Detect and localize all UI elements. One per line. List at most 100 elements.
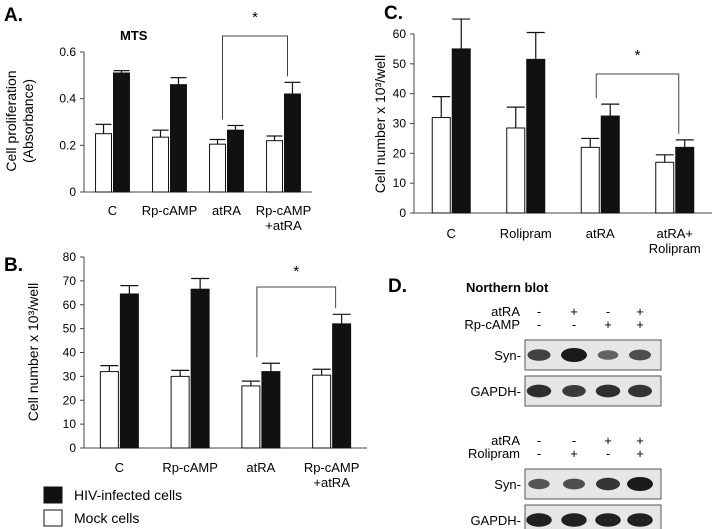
treatment-sign: - xyxy=(572,317,576,332)
treatment-label: Rolipram xyxy=(468,446,520,461)
treatment-sign: + xyxy=(604,317,612,332)
treatment-sign: - xyxy=(537,304,541,319)
x-tick-label: C xyxy=(108,203,117,218)
bar-mock xyxy=(170,375,190,449)
chart-title: MTS xyxy=(120,28,148,43)
treatment-sign: - xyxy=(572,433,576,448)
bar-hiv xyxy=(227,129,244,193)
significance-bracket xyxy=(595,73,680,134)
legend-label: HIV-infected cells xyxy=(74,487,182,503)
bar-mock xyxy=(312,374,332,449)
gel-band xyxy=(627,513,653,527)
y-axis-label: Cell number x 10³/well xyxy=(25,283,41,422)
x-tick-label: Rp-cAMP xyxy=(304,460,360,475)
bar-mock xyxy=(506,127,526,214)
bar-hiv xyxy=(113,72,130,193)
bar-hiv xyxy=(170,84,187,193)
y-tick-label: 0 xyxy=(69,441,76,455)
y-axis-label: (Absorbance) xyxy=(20,79,36,163)
bar-hiv xyxy=(119,293,139,449)
gel-band xyxy=(562,385,586,397)
bar-mock xyxy=(241,385,261,449)
treatment-sign: + xyxy=(636,433,644,448)
legend-swatch-hiv xyxy=(43,486,63,504)
treatment-label: atRA xyxy=(491,304,520,319)
bar-hiv xyxy=(190,288,210,449)
gel-row-label: Syn- xyxy=(494,348,521,363)
bar-hiv xyxy=(284,93,301,193)
y-axis-label: Cell proliferation xyxy=(3,70,19,171)
treatment-sign: + xyxy=(636,304,644,319)
gel-band xyxy=(627,477,653,491)
y-tick-label: 10 xyxy=(393,176,407,190)
gel-band xyxy=(528,478,550,490)
treatment-sign: - xyxy=(606,304,610,319)
panel-letter: B. xyxy=(4,255,23,276)
bar-mock xyxy=(209,143,226,193)
x-tick-label: atRA+ xyxy=(657,226,694,241)
x-tick-label: Rp-cAMP xyxy=(142,203,198,218)
y-tick-label: 40 xyxy=(63,346,77,360)
gel-band xyxy=(628,384,652,398)
gel-row-label: GAPDH- xyxy=(470,513,521,528)
bar-hiv xyxy=(261,371,281,449)
significance-star: * xyxy=(635,47,641,64)
treatment-sign: + xyxy=(636,446,644,461)
y-tick-label: 0 xyxy=(69,185,76,199)
x-tick-label: atRA xyxy=(586,226,615,241)
x-tick-label: +atRA xyxy=(265,218,302,233)
legend-label: Mock cells xyxy=(74,510,139,526)
y-tick-label: 60 xyxy=(63,298,77,312)
legend: HIV-infected cells Mock cells xyxy=(43,486,182,527)
panel-letter: D. xyxy=(388,276,407,297)
x-tick-label: Rolipram xyxy=(500,226,552,241)
y-tick-label: 0.6 xyxy=(59,45,76,59)
gel-band xyxy=(563,478,585,490)
treatment-label: Rp-cAMP xyxy=(464,317,520,332)
treatment-sign: + xyxy=(570,446,578,461)
x-tick-label: Rolipram xyxy=(649,241,701,256)
x-tick-label: C xyxy=(115,460,124,475)
treatment-sign: - xyxy=(537,446,541,461)
bar-mock xyxy=(95,133,113,193)
bar-mock xyxy=(655,161,675,214)
y-tick-label: 30 xyxy=(63,369,77,383)
y-tick-label: 20 xyxy=(393,146,407,160)
y-tick-label: 70 xyxy=(63,274,77,288)
chart-panel-b: B.Cell number x 10³/well 0 10 20 30 40 50 60 70 8… xyxy=(4,250,367,490)
gel-band xyxy=(527,349,551,361)
treatment-sign: - xyxy=(537,433,541,448)
bar-mock xyxy=(266,140,284,193)
gel-band xyxy=(596,477,620,491)
treatment-sign: + xyxy=(570,304,578,319)
y-tick-label: 0 xyxy=(399,206,406,220)
x-tick-label: atRA xyxy=(212,203,241,218)
y-tick-label: 0.2 xyxy=(59,138,76,152)
chart-panel-c: C. Cell number x 10³/well 0 10 20 30 40 50 60 C Ro… xyxy=(372,3,712,256)
y-tick-label: 60 xyxy=(393,27,407,41)
chart-panel-a: A. MTS Cell proliferation (Absorbance) 0 0.2 0… xyxy=(3,5,312,233)
bar-mock xyxy=(580,146,600,214)
y-tick-label: 80 xyxy=(63,250,77,264)
x-tick-label: Rp-cAMP xyxy=(162,460,218,475)
significance-bracket xyxy=(256,286,337,358)
significance-star: * xyxy=(293,263,299,280)
y-axis-label: Cell number x 10³/well xyxy=(372,55,388,194)
gel-band xyxy=(595,513,621,527)
gel-band xyxy=(561,348,587,362)
gel-band xyxy=(629,349,651,361)
treatment-sign: - xyxy=(606,446,610,461)
x-tick-label: +atRA xyxy=(313,475,350,490)
x-tick-label: C xyxy=(447,226,456,241)
bar-hiv xyxy=(332,323,352,449)
y-tick-label: 50 xyxy=(393,57,407,71)
significance-star: * xyxy=(252,9,258,26)
gel-band xyxy=(526,513,552,527)
y-tick-label: 20 xyxy=(63,393,77,407)
y-tick-label: 10 xyxy=(63,417,77,431)
y-tick-label: 40 xyxy=(393,87,407,101)
blot-title: Northern blot xyxy=(466,280,549,295)
panel-letter: A. xyxy=(4,5,23,26)
bar-mock xyxy=(99,371,119,449)
